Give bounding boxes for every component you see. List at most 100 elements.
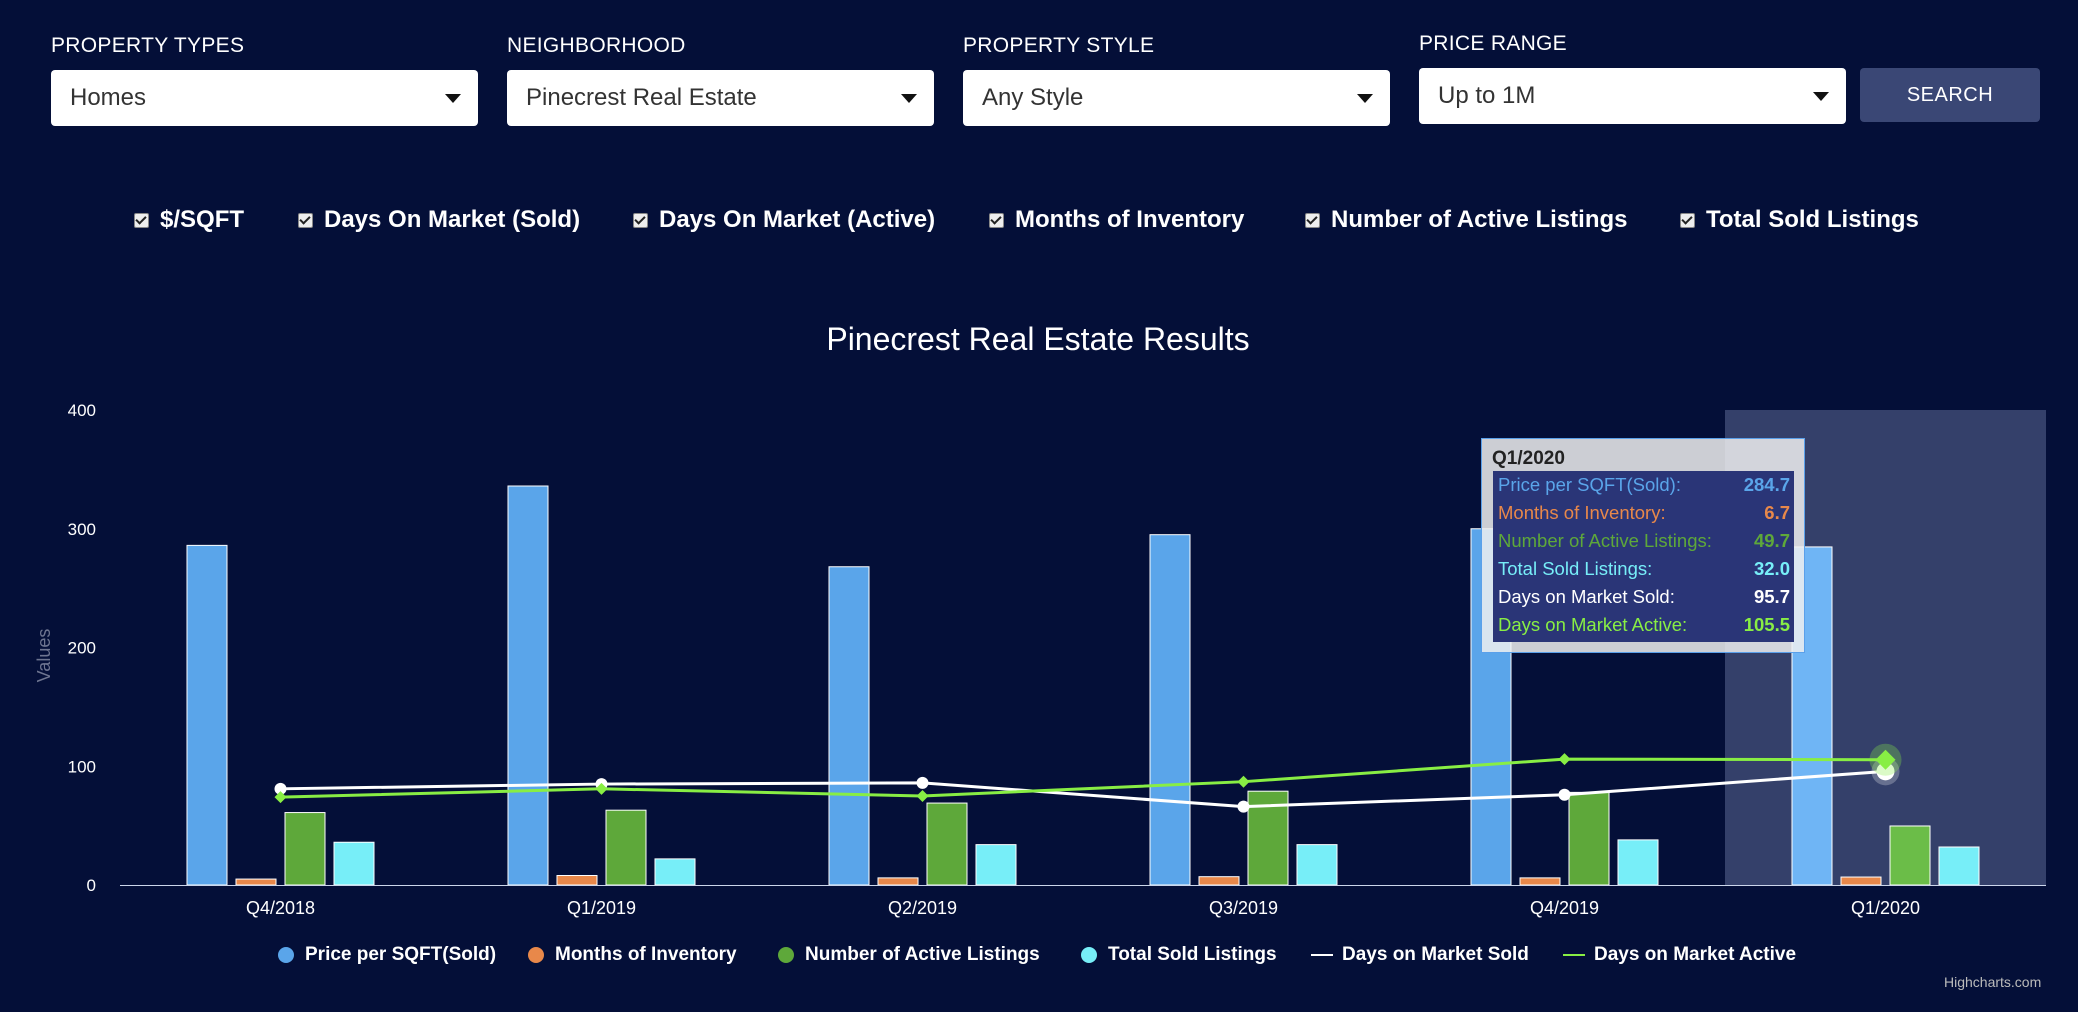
checkbox-checked-icon[interactable]: [134, 212, 149, 228]
price-range-select[interactable]: Up to 1M: [1419, 68, 1846, 124]
toggle-label: Months of Inventory: [1015, 206, 1245, 233]
marker-days-on-market-active: [1558, 753, 1571, 766]
filter-neighborhood: NEIGHBORHOOD Pinecrest Real Estate: [507, 34, 934, 126]
toggle-price-sqft[interactable]: $/SQFT: [134, 200, 244, 240]
chart-legend: Price per SQFT(Sold) Months of Inventory…: [0, 940, 2078, 970]
filter-label: PROPERTY TYPES: [51, 34, 245, 57]
bar-months-of-inventory-q2-2019: [877, 877, 919, 886]
select-value: Up to 1M: [1438, 82, 1536, 109]
toggle-days-on-market-active[interactable]: Days On Market (Active): [633, 200, 935, 240]
bar-months-of-inventory-q3-2019: [1198, 876, 1240, 886]
bar-months-of-inventory-q1-2020: [1840, 876, 1882, 886]
marker-days-on-market-active: [1237, 775, 1250, 788]
bar-months-of-inventory-q4-2019: [1519, 877, 1561, 886]
property-types-select[interactable]: Homes: [51, 70, 478, 126]
toggle-total-sold-listings[interactable]: Total Sold Listings: [1680, 200, 1919, 240]
tooltip-title: Q1/2020: [1492, 448, 1565, 469]
property-style-select[interactable]: Any Style: [963, 70, 1390, 126]
legend-label: Days on Market Active: [1594, 944, 1797, 965]
line-days-on-market-active: [280, 757, 1886, 799]
checkbox-checked-icon[interactable]: [989, 212, 1004, 228]
y-tick-label: 0: [87, 876, 96, 895]
tooltip-label: Days on Market Active:: [1498, 614, 1688, 635]
x-tick-label: Q4/2019: [1530, 898, 1599, 918]
tooltip-row: Months of Inventory: 6.7: [1498, 499, 1790, 527]
x-tick-label: Q2/2019: [888, 898, 957, 918]
toggle-label: Number of Active Listings: [1331, 206, 1628, 233]
checkbox-checked-icon[interactable]: [633, 212, 648, 228]
select-value: Homes: [70, 84, 147, 111]
tooltip-row: Total Sold Listings: 32.0: [1498, 555, 1790, 583]
caret-down-icon: [901, 94, 917, 103]
marker-days-on-market-active: [274, 791, 287, 804]
legend-line-icon: [1563, 947, 1585, 963]
caret-down-icon: [1357, 94, 1373, 103]
neighborhood-select[interactable]: Pinecrest Real Estate: [507, 70, 934, 126]
toggle-active-listings[interactable]: Number of Active Listings: [1305, 200, 1627, 240]
legend-item-active-listings[interactable]: Number of Active Listings: [778, 940, 1040, 970]
legend-label: Price per SQFT(Sold): [305, 944, 497, 965]
bar-number-of-active-listings-q1-2019: [605, 809, 647, 886]
bar-total-sold-listings-q4-2019: [1617, 839, 1659, 886]
bar-total-sold-listings-q1-2020: [1938, 846, 1980, 886]
legend-label: Months of Inventory: [555, 944, 737, 965]
tooltip-value: 6.7: [1764, 502, 1790, 523]
bar-price-per-sqft-sold--q1-2019: [507, 485, 549, 886]
checkbox-checked-icon[interactable]: [1680, 212, 1695, 228]
search-button[interactable]: SEARCH: [1860, 68, 2040, 122]
bar-number-of-active-listings-q4-2019: [1568, 791, 1610, 886]
chart-credit[interactable]: Highcharts.com: [1944, 974, 2042, 990]
tooltip-label: Total Sold Listings:: [1498, 558, 1653, 579]
legend-line-icon: [1311, 947, 1333, 963]
legend-item-total-sold[interactable]: Total Sold Listings: [1081, 940, 1277, 970]
bar-price-per-sqft-sold--q3-2019: [1149, 534, 1191, 886]
toggle-days-on-market-sold[interactable]: Days On Market (Sold): [298, 200, 580, 240]
bar-number-of-active-listings-q2-2019: [926, 802, 968, 886]
tooltip-row: Number of Active Listings: 49.7: [1498, 527, 1790, 555]
bar-total-sold-listings-q4-2018: [333, 841, 375, 886]
tooltip-row: Days on Market Sold: 95.7: [1498, 583, 1790, 611]
select-value: Any Style: [982, 84, 1084, 111]
legend-item-dom-sold[interactable]: Days on Market Sold: [1311, 940, 1529, 970]
legend-item-months-inventory[interactable]: Months of Inventory: [528, 940, 737, 970]
legend-label: Number of Active Listings: [805, 944, 1040, 965]
toggle-label: Total Sold Listings: [1706, 206, 1919, 233]
bar-number-of-active-listings-q1-2020: [1889, 825, 1931, 886]
legend-label: Total Sold Listings: [1108, 944, 1277, 965]
chart-title: Pinecrest Real Estate Results: [826, 321, 1249, 357]
marker-days-on-market-active: [595, 782, 608, 795]
tooltip-label: Days on Market Sold:: [1498, 586, 1675, 607]
y-tick-label: 400: [68, 401, 96, 420]
legend-item-price-sqft[interactable]: Price per SQFT(Sold): [278, 940, 496, 970]
marker-days-on-market-sold: [1558, 788, 1571, 801]
tooltip-value: 284.7: [1743, 474, 1790, 495]
filter-property-style: PROPERTY STYLE Any Style: [963, 34, 1390, 126]
caret-down-icon: [1813, 92, 1829, 101]
x-tick-label: Q4/2018: [246, 898, 315, 918]
filter-bar: PROPERTY TYPES Homes NEIGHBORHOOD Pinecr…: [0, 0, 2078, 140]
legend-dot-icon: [778, 947, 794, 963]
legend-dot-icon: [278, 947, 294, 963]
legend-item-dom-active[interactable]: Days on Market Active: [1563, 940, 1796, 970]
line-days-on-market-sold: [280, 769, 1886, 809]
bar-months-of-inventory-q1-2019: [556, 875, 598, 886]
y-tick-label: 200: [68, 639, 96, 658]
tooltip-label: Price per SQFT(Sold):: [1498, 474, 1681, 495]
marker-days-on-market-sold: [1237, 800, 1250, 813]
tooltip-value: 105.5: [1743, 614, 1790, 635]
bar-total-sold-listings-q2-2019: [975, 844, 1017, 886]
marker-days-on-market-active: [1875, 749, 1896, 770]
tooltip-label: Months of Inventory:: [1498, 502, 1666, 523]
filter-label: NEIGHBORHOOD: [507, 34, 686, 57]
toggle-months-of-inventory[interactable]: Months of Inventory: [989, 200, 1244, 240]
legend-label: Days on Market Sold: [1342, 944, 1529, 965]
x-tick-label: Q1/2019: [567, 898, 636, 918]
tooltip-row: Price per SQFT(Sold): 284.7: [1498, 471, 1790, 499]
checkbox-checked-icon[interactable]: [1305, 212, 1320, 228]
caret-down-icon: [445, 94, 461, 103]
filter-label: PRICE RANGE: [1419, 32, 1567, 55]
results-chart: Pinecrest Real Estate Results Values 0 100 2…: [34, 321, 2046, 918]
y-axis-label: Values: [34, 629, 54, 683]
checkbox-checked-icon[interactable]: [298, 212, 313, 228]
marker-days-on-market-sold: [274, 782, 287, 795]
